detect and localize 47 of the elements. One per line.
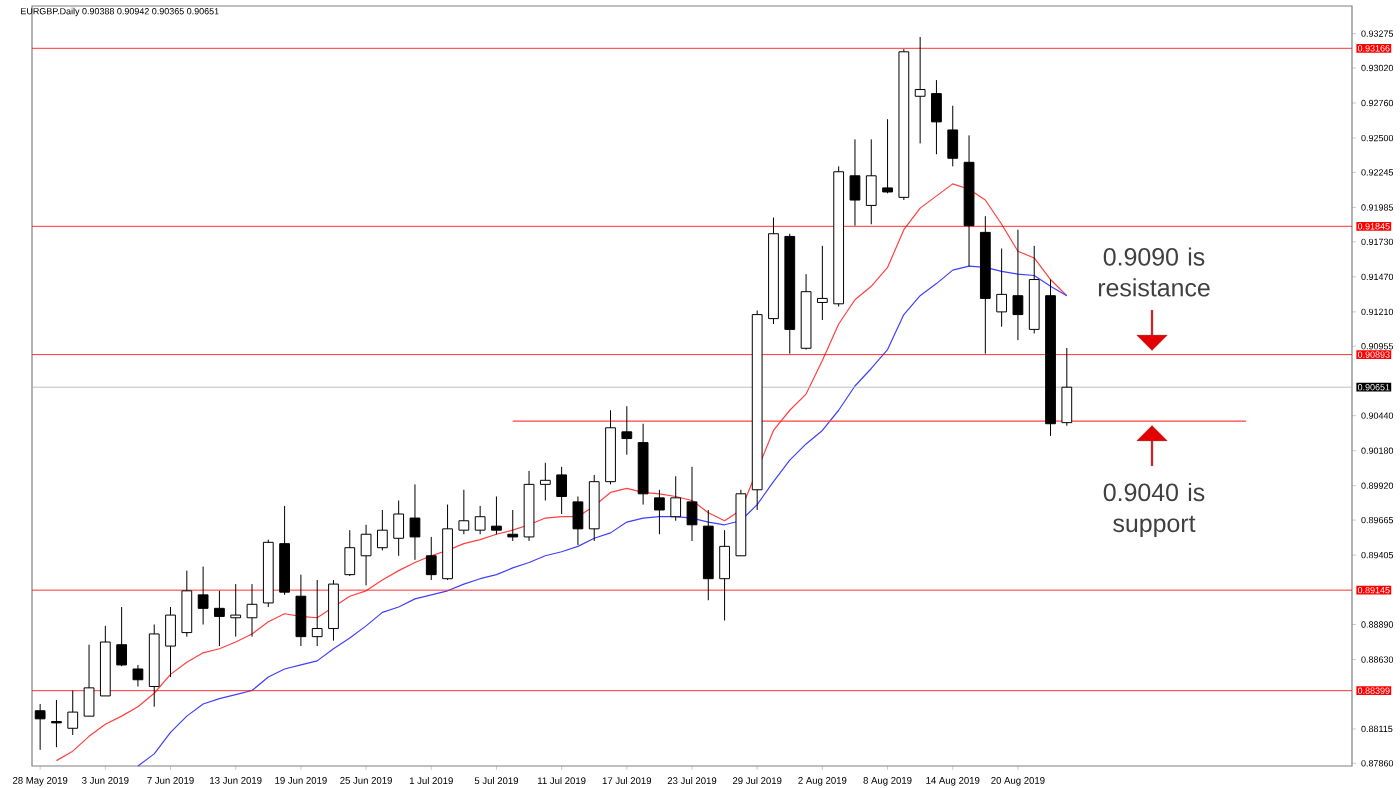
candlestick [34,703,46,751]
candlestick [849,138,861,227]
candlestick [588,474,600,542]
annotation: 0.9090 is resistance [1098,247,1210,297]
candlestick [556,466,568,515]
candlestick [816,245,828,321]
candlestick [621,405,633,456]
candlestick [328,579,339,642]
candlestick [344,529,356,577]
candlestick [507,509,519,542]
candlestick [654,489,665,535]
candlestick [425,536,437,581]
candlestick [914,36,926,144]
candlestick [491,495,502,535]
candlestick [539,462,551,502]
candlestick [865,138,877,225]
candlestick [670,475,682,522]
candlestick [165,606,176,678]
candlestick [1012,229,1024,341]
candlestick [214,590,225,647]
candlestick [246,583,258,638]
candlestick [360,524,372,586]
candlestick [1061,347,1073,427]
candlestick [376,509,388,551]
line-series [137,265,1068,767]
candlestick [311,579,323,647]
candlestick [83,644,95,717]
candlestick [719,529,730,621]
candlestick [132,664,144,687]
candlestick [572,495,584,546]
candlestick [295,574,307,647]
candlestick [931,79,942,155]
candlestick [51,699,62,748]
candlestick [474,505,486,535]
candlestick [181,570,193,638]
candlestick [686,466,698,542]
candlestick [197,566,209,626]
candlestick [116,606,128,667]
candlestick [230,583,242,638]
candlestick [458,489,470,535]
candlestick [947,105,959,167]
candlestick [67,690,79,736]
candlestick [996,248,1008,328]
candlestick [409,483,421,561]
candlestick [882,118,893,194]
annotation: 0.9040 is support [1103,482,1205,538]
candlestick [393,500,405,557]
